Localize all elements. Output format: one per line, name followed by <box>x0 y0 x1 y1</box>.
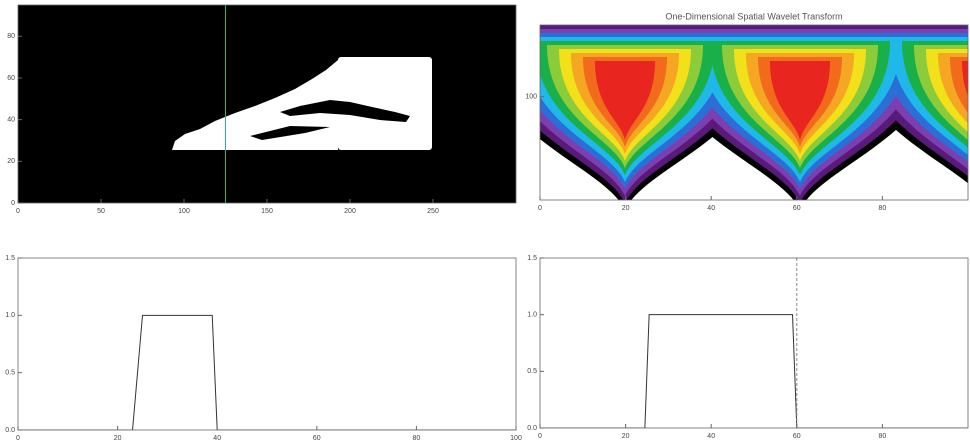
x-tick-label: 60 <box>793 205 801 212</box>
chart-title: One-Dimensional Spatial Wavelet Transfor… <box>665 11 842 21</box>
x-tick-label: 80 <box>413 435 421 442</box>
panel: 0 50 100 150 200 250 0 20 40 60 80 <box>7 5 516 215</box>
y-tick-label: 1.0 <box>527 312 537 319</box>
panel: 0 20 40 60 80 100 0.0 0.5 1.0 1.5 <box>5 255 522 442</box>
x-tick-label: 80 <box>879 205 887 212</box>
x-tick-label: 150 <box>261 208 273 215</box>
plot-area <box>18 315 516 430</box>
y-tick-label: 0.0 <box>527 425 537 432</box>
y-tick-label: 0.5 <box>527 368 537 375</box>
x-tick-label: 60 <box>313 435 321 442</box>
x-tick-label: 80 <box>879 433 887 440</box>
data-line <box>540 315 968 428</box>
x-tick-label: 100 <box>510 435 522 442</box>
y-tick-label: 0.0 <box>5 427 15 434</box>
y-tick-label: 0.5 <box>5 370 15 377</box>
y-tick-label: 80 <box>7 33 15 40</box>
x-tick-label: 40 <box>707 433 715 440</box>
y-tick-label: 0 <box>11 200 15 207</box>
x-tick-label: 0 <box>16 435 20 442</box>
y-tick-label: 40 <box>7 116 15 123</box>
data-line <box>18 315 516 430</box>
x-tick-label: 0 <box>538 205 542 212</box>
panel: One-Dimensional Spatial Wavelet Transfor… <box>475 11 970 211</box>
plot-frame <box>18 258 516 430</box>
x-tick-label: 200 <box>344 208 356 215</box>
x-tick-label: 60 <box>793 433 801 440</box>
y-tick-label: 100 <box>525 94 537 101</box>
panel: 0 20 40 60 80 0.0 0.5 1.0 1.5 <box>527 255 968 440</box>
plot-area <box>475 21 970 210</box>
x-tick-label: 40 <box>707 205 715 212</box>
y-tick-label: 60 <box>7 75 15 82</box>
y-tick-label: 20 <box>7 158 15 165</box>
plot-area <box>18 5 516 203</box>
x-tick-label: 50 <box>97 208 105 215</box>
plot-area <box>540 258 968 428</box>
y-tick-label: 1.5 <box>527 255 537 262</box>
y-tick-label: 1.0 <box>5 312 15 319</box>
x-tick-label: 0 <box>538 433 542 440</box>
y-tick-label: 1.5 <box>5 255 15 262</box>
x-tick-label: 20 <box>622 433 630 440</box>
figure: 050100150200250020406080One-Dimensional … <box>0 0 970 446</box>
x-tick-label: 20 <box>114 435 122 442</box>
x-tick-label: 250 <box>427 208 439 215</box>
x-tick-label: 100 <box>178 208 190 215</box>
x-tick-label: 20 <box>622 205 630 212</box>
x-tick-label: 40 <box>213 435 221 442</box>
plot-frame <box>540 258 968 428</box>
x-tick-label: 0 <box>16 208 20 215</box>
